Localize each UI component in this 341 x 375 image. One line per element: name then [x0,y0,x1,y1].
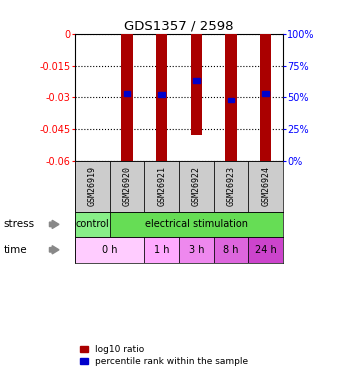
Bar [191,34,202,135]
Bar [179,237,214,262]
Bar [225,34,237,161]
Text: 1 h: 1 h [154,245,169,255]
Bar [158,92,165,97]
Bar [123,91,131,96]
Text: GSM26920: GSM26920 [122,166,132,206]
Bar [110,211,283,237]
Text: 24 h: 24 h [255,245,277,255]
Text: stress: stress [3,219,34,230]
Bar [193,78,200,83]
Bar [248,161,283,212]
Bar [262,91,269,96]
Text: 0 h: 0 h [102,245,117,255]
Title: GDS1357 / 2598: GDS1357 / 2598 [124,20,234,33]
Bar [214,161,248,212]
Text: 3 h: 3 h [189,245,204,255]
Bar [179,161,214,212]
Bar [248,237,283,262]
Bar [260,34,271,161]
Legend: log10 ratio, percentile rank within the sample: log10 ratio, percentile rank within the … [79,344,249,367]
Bar [144,161,179,212]
Bar [75,211,110,237]
Bar [156,34,167,161]
Text: control: control [75,219,109,230]
Text: 8 h: 8 h [223,245,239,255]
Bar [75,161,110,212]
Text: GSM26923: GSM26923 [226,166,236,206]
Bar [121,34,133,161]
Bar [227,98,235,102]
Text: GSM26924: GSM26924 [261,166,270,206]
Text: GSM26922: GSM26922 [192,166,201,206]
Text: electrical stimulation: electrical stimulation [145,219,248,230]
Bar [214,237,248,262]
Text: GSM26919: GSM26919 [88,166,97,206]
Text: time: time [3,245,27,255]
Text: GSM26921: GSM26921 [157,166,166,206]
Bar [110,161,144,212]
Bar [144,237,179,262]
Bar [75,237,144,262]
